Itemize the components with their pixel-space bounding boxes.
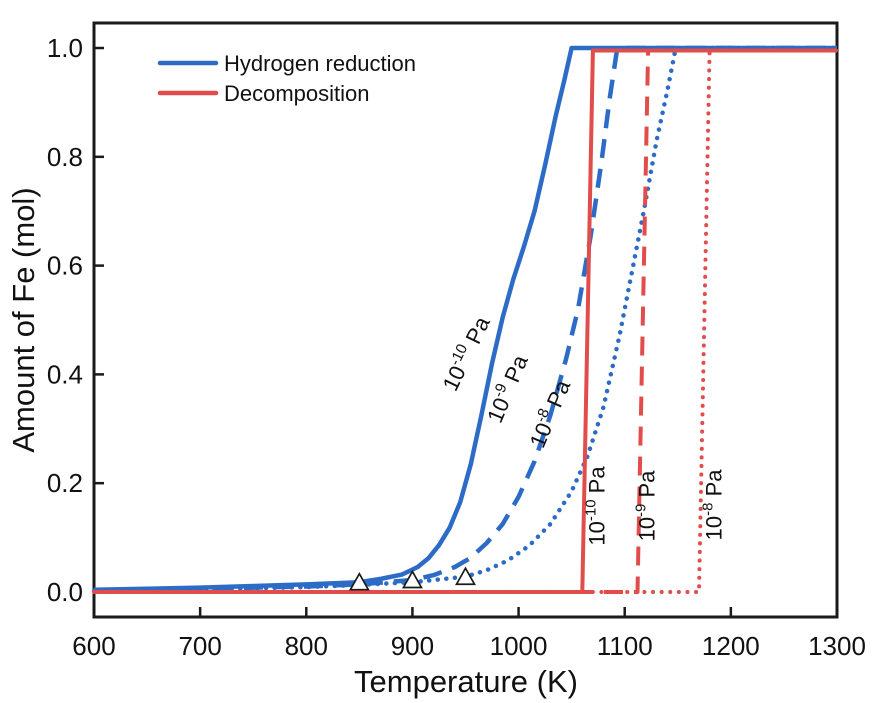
y-axis-title: Amount of Fe (mol): [6, 187, 41, 452]
x-tick-label: 1300: [808, 631, 866, 661]
onset-triangle: [348, 571, 370, 591]
x-tick-label: 600: [72, 631, 115, 661]
x-tick-label: 700: [178, 631, 221, 661]
y-tick-label: 0.4: [47, 359, 83, 389]
plot-frame: [92, 21, 839, 619]
x-tick-label: 1000: [490, 631, 548, 661]
onset-triangle: [401, 569, 423, 589]
pressure-annotation: 10-9 Pa: [632, 470, 659, 542]
x-axis-title: Temperature (K): [354, 664, 578, 699]
series-line-5: [92, 48, 839, 594]
axes-frame-and-ticks: 600 700 800 900 1000 1100 1200 1300 0.0 0.2 0.4 0.6…: [47, 21, 866, 661]
pressure-annotation: 10-8 Pa: [523, 375, 576, 451]
legend: Hydrogen reduction Decomposition: [157, 51, 416, 106]
series-lines: [91, 45, 840, 594]
onset-triangle: [455, 566, 476, 586]
series-line-2: [91, 45, 840, 594]
y-tick-label: 0.2: [47, 468, 83, 498]
y-tick-label: 0.8: [47, 142, 83, 172]
x-tick-label: 1100: [597, 631, 653, 661]
pressure-annotation: 10-10 Pa: [583, 466, 610, 546]
legend-label-hydrogen: Hydrogen reduction: [224, 51, 416, 76]
series-line-4: [94, 48, 837, 594]
x-tick-label: 800: [285, 631, 328, 661]
onset-markers: [348, 566, 476, 591]
series-line-1: [93, 45, 837, 593]
y-tick-label: 1.0: [47, 33, 83, 63]
series-line-3: [94, 48, 837, 594]
y-tick-label: 0.6: [47, 251, 83, 281]
x-tick-label: 1200: [702, 631, 760, 661]
legend-label-decomposition: Decomposition: [224, 81, 370, 106]
series-line-0: [93, 45, 837, 593]
pressure-annotation: 10-8 Pa: [699, 469, 726, 541]
y-tick-label: 0.0: [47, 577, 83, 607]
x-tick-label: 900: [391, 631, 434, 661]
